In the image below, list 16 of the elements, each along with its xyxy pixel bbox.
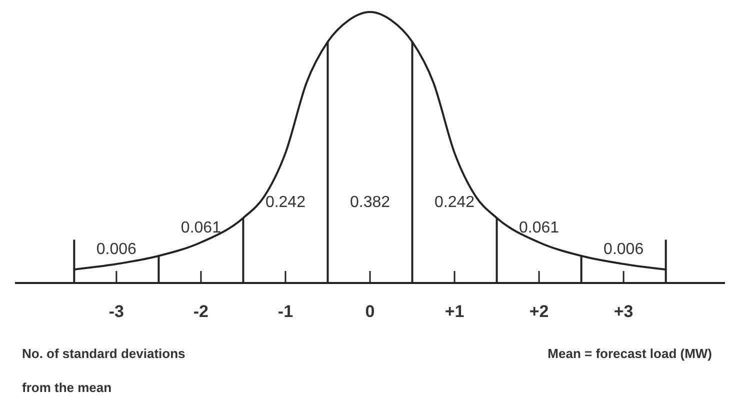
x-tick-label: +3 [614, 302, 634, 321]
text: Mean = forecast load (MW) [548, 346, 712, 361]
text: No. of standard deviations from the mean [22, 346, 186, 395]
x-tick-label: -3 [108, 302, 124, 321]
annotation: 0.061 [519, 219, 560, 236]
annotation: 0.242 [434, 194, 475, 212]
x-tick-label: 0 [365, 302, 375, 321]
x-tick-label: -1 [278, 302, 294, 321]
annotation: 0.006 [604, 241, 644, 258]
annotation: 0.382 [350, 194, 390, 212]
annotation: 0.061 [180, 219, 222, 236]
annotation: 0.242 [265, 194, 306, 212]
annotation: 0.006 [96, 241, 137, 258]
x-tick-label: +1 [444, 302, 464, 321]
x-tick-label: -2 [193, 302, 209, 321]
x-tick-label: +2 [529, 302, 549, 321]
